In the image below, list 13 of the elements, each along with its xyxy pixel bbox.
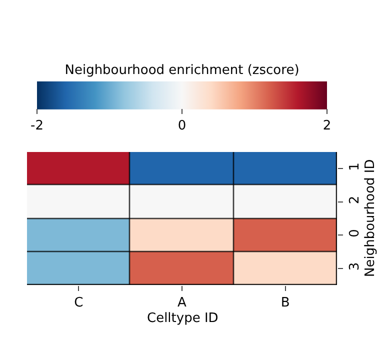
y-tick-label: 0 <box>348 229 363 238</box>
x-axis-title: Celltype ID <box>147 311 218 326</box>
y-axis-title: Neighbourhood ID <box>363 159 378 277</box>
y-tick-label: 1 <box>348 162 363 171</box>
y-tick-label: 2 <box>348 196 363 204</box>
x-tick-label: B <box>280 296 290 311</box>
x-tick-label: A <box>178 296 187 311</box>
color-bar-label: 2 <box>322 118 332 134</box>
color-bar-label: -2 <box>30 118 44 134</box>
color-bar-label: 0 <box>178 118 186 134</box>
x-tick-label: C <box>74 296 84 311</box>
color-bar-title: Neighbourhood enrichment (zscore) <box>64 63 300 78</box>
y-tick-label: 3 <box>348 262 363 271</box>
